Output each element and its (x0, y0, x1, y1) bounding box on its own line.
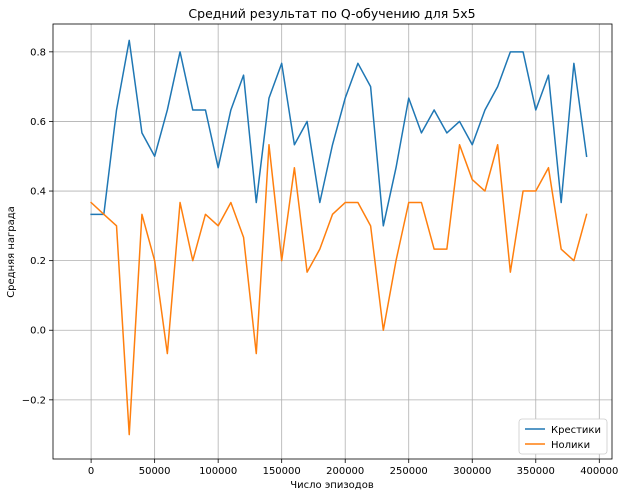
x-tick-label: 200000 (326, 466, 364, 477)
y-tick-label: 0.0 (30, 326, 46, 337)
y-tick-label: 0.4 (30, 187, 46, 198)
x-tick-label: 150000 (263, 466, 301, 477)
x-tick-label: 100000 (199, 466, 237, 477)
x-tick-label: 50000 (139, 466, 171, 477)
x-tick-label: 250000 (390, 466, 428, 477)
legend: Крестики Нолики (519, 419, 607, 454)
y-tick-label: 0.6 (30, 117, 46, 128)
legend-label-krestiki: Крестики (551, 425, 601, 436)
y-tick-label: 0.8 (30, 47, 46, 58)
x-tick-label: 400000 (580, 466, 618, 477)
y-tick-label: −0.2 (22, 395, 46, 406)
x-tick-label: 350000 (517, 466, 555, 477)
x-tick-label: 300000 (453, 466, 491, 477)
chart-title: Средний результат по Q-обучению для 5x5 (188, 6, 475, 21)
y-axis-label: Средняя награда (6, 206, 17, 298)
x-axis-label: Число эпизодов (290, 480, 374, 491)
x-tick-label: 0 (88, 466, 94, 477)
y-tick-label: 0.2 (30, 256, 46, 267)
legend-label-noliki: Нолики (551, 440, 590, 451)
